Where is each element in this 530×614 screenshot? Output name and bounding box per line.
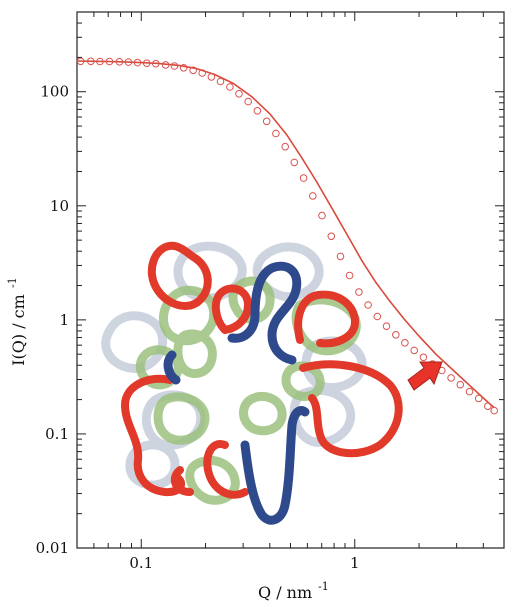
data-point: [281, 142, 290, 151]
y-tick-label: 0.1: [45, 425, 69, 443]
data-point: [207, 73, 216, 81]
micelle-illustration: [101, 241, 403, 525]
x-axis-title: Q / nm -1: [258, 580, 329, 602]
data-point: [124, 58, 133, 66]
data-point: [327, 232, 336, 241]
data-point: [345, 271, 354, 280]
data-point: [115, 58, 124, 66]
data-point: [336, 252, 345, 261]
data-point: [170, 62, 179, 70]
data-markers: [76, 57, 499, 415]
data-point: [76, 57, 85, 66]
data-point: [465, 387, 474, 396]
data-point: [235, 90, 243, 98]
data-point: [290, 158, 299, 167]
arrow-icon: [407, 361, 443, 391]
y-axis-unit-exponent: -1: [6, 277, 19, 288]
data-point: [364, 301, 372, 309]
data-point: [133, 58, 142, 67]
data-point: [161, 61, 170, 69]
shell-chains: [121, 242, 403, 499]
data-point: [373, 312, 382, 321]
data-point: [318, 211, 326, 220]
data-point: [456, 380, 465, 389]
data-point: [484, 402, 492, 411]
data-point: [262, 117, 271, 126]
x-axis-unit-exponent: -1: [318, 580, 329, 593]
data-point: [419, 353, 428, 362]
data-point: [105, 57, 114, 66]
data-point: [355, 288, 363, 296]
x-axis-label: Q / nm: [258, 583, 312, 602]
backbone-chains: [163, 261, 310, 525]
y-tick-label: 100: [40, 83, 69, 101]
y-axis-title: I(Q) / cm -1: [6, 277, 28, 366]
data-point: [179, 64, 188, 72]
data-point: [152, 59, 160, 68]
x-tick-label: 0.1: [129, 554, 153, 572]
data-point: [410, 346, 419, 355]
data-point: [142, 59, 151, 68]
data-point: [490, 406, 499, 415]
fit-curve: [76, 60, 495, 409]
y-axis-ticks: 0.01 0.1 1 10 100: [36, 11, 504, 557]
y-tick-label: 0.01: [36, 539, 69, 557]
data-point: [309, 192, 317, 200]
data-point: [198, 69, 206, 77]
x-axis-ticks: 0.1 1: [76, 12, 505, 572]
data-point: [216, 77, 225, 86]
x-tick-label: 1: [350, 554, 360, 572]
y-axis-label: I(Q) / cm: [9, 294, 28, 366]
data-point: [401, 339, 409, 347]
data-point: [226, 83, 234, 91]
data-point: [87, 57, 95, 66]
y-tick-label: 10: [50, 197, 69, 215]
data-point: [189, 66, 197, 75]
data-point: [272, 129, 280, 138]
data-point: [382, 322, 391, 331]
data-point: [96, 57, 104, 66]
data-point: [447, 374, 455, 382]
fit-line: [76, 60, 495, 409]
y-tick-label: 1: [59, 311, 69, 329]
data-point: [474, 394, 483, 403]
data-point: [244, 97, 252, 106]
data-point: [253, 107, 262, 115]
data-point: [299, 174, 308, 182]
data-point: [392, 331, 400, 339]
